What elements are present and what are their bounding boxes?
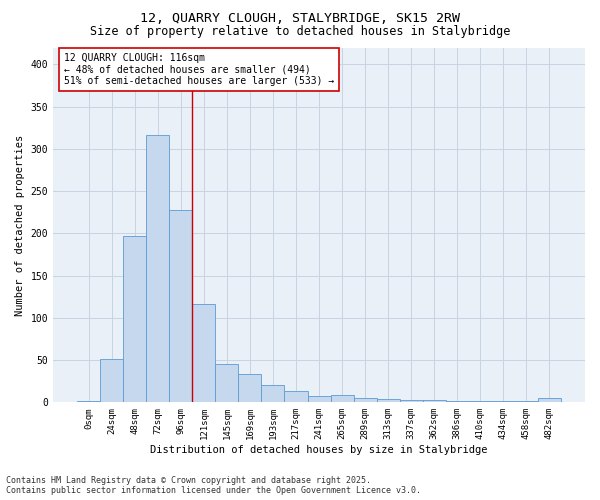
Bar	[77, 400, 100, 402]
Bar	[284, 392, 308, 402]
Text: 12, QUARRY CLOUGH, STALYBRIDGE, SK15 2RW: 12, QUARRY CLOUGH, STALYBRIDGE, SK15 2RW	[140, 12, 460, 26]
Text: Size of property relative to detached houses in Stalybridge: Size of property relative to detached ho…	[90, 25, 510, 38]
Bar	[123, 236, 146, 402]
Bar	[422, 400, 446, 402]
Bar	[538, 398, 561, 402]
Bar	[353, 398, 377, 402]
Bar	[215, 364, 238, 403]
Bar	[193, 304, 215, 402]
Bar	[308, 396, 331, 402]
Bar	[238, 374, 262, 402]
Bar	[262, 386, 284, 402]
Bar	[400, 400, 422, 402]
Text: Contains HM Land Registry data © Crown copyright and database right 2025.
Contai: Contains HM Land Registry data © Crown c…	[6, 476, 421, 495]
Y-axis label: Number of detached properties: Number of detached properties	[15, 134, 25, 316]
Bar	[331, 394, 353, 402]
Bar	[146, 136, 169, 402]
Bar	[100, 359, 123, 403]
Text: 12 QUARRY CLOUGH: 116sqm
← 48% of detached houses are smaller (494)
51% of semi-: 12 QUARRY CLOUGH: 116sqm ← 48% of detach…	[64, 53, 334, 86]
Bar	[169, 210, 193, 402]
Bar	[377, 399, 400, 402]
X-axis label: Distribution of detached houses by size in Stalybridge: Distribution of detached houses by size …	[150, 445, 488, 455]
